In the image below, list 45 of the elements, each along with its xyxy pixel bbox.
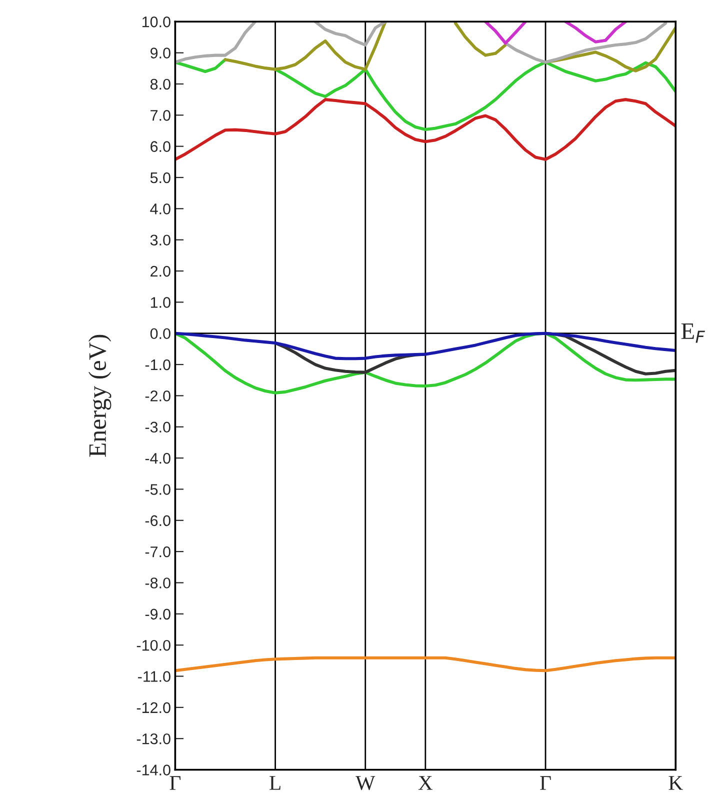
line-series	[484, 22, 528, 45]
x-tick-label: K	[668, 776, 683, 790]
y-tick-label: -3.0	[145, 422, 170, 433]
y-tick-label: -2.0	[145, 390, 170, 402]
y-tick-label: 0.0	[150, 328, 170, 340]
y-tick-label: -6.0	[145, 515, 170, 526]
y-tick-label: 9.0	[150, 48, 170, 58]
y-tick-label: 7.0	[150, 110, 170, 121]
y-tick-label: -8.0	[145, 578, 170, 588]
y-tick-label: 6.0	[150, 141, 170, 152]
y-axis-title: Energy (eV)	[88, 334, 112, 457]
line-series	[314, 22, 387, 47]
y-tick-label: 4.0	[150, 204, 170, 214]
y-tick-label: -11.0	[138, 671, 170, 682]
y-tick-label: -12.0	[136, 702, 170, 714]
y-tick-label: -4.0	[145, 452, 170, 464]
x-tick-label: Γ	[540, 776, 551, 790]
line-series	[274, 60, 676, 132]
line-series	[224, 22, 387, 71]
line-series	[175, 332, 676, 360]
line-series	[175, 22, 257, 64]
y-tick-label: -5.0	[145, 484, 170, 495]
y-tick-label: -9.0	[145, 608, 170, 620]
line-series	[454, 22, 508, 57]
y-tick-label: 3.0	[150, 234, 170, 246]
y-tick-label: -7.0	[145, 546, 170, 558]
ref-line-label: E$_{F}$	[681, 323, 705, 343]
y-tick-label: 5.0	[150, 172, 170, 184]
y-tick-label: 1.0	[150, 297, 170, 308]
line-series	[564, 22, 628, 44]
line-series	[175, 58, 227, 74]
y-tick-label: 10.0	[142, 16, 170, 28]
y-tick-label: -13.0	[136, 733, 170, 744]
y-tick-label: -10.0	[136, 640, 170, 651]
line-series	[175, 656, 676, 672]
y-tick-label: 8.0	[150, 78, 170, 90]
y-tick-label: 2.0	[150, 266, 170, 277]
y-tick-label: -1.0	[145, 359, 170, 370]
x-tick-label: Γ	[170, 776, 181, 790]
line-series	[175, 98, 676, 161]
x-tick-label: W	[356, 776, 376, 790]
x-tick-label: L	[270, 776, 280, 790]
y-tick-label: -14.0	[136, 764, 170, 776]
x-tick-label: X	[418, 776, 433, 790]
line-series	[504, 22, 668, 64]
